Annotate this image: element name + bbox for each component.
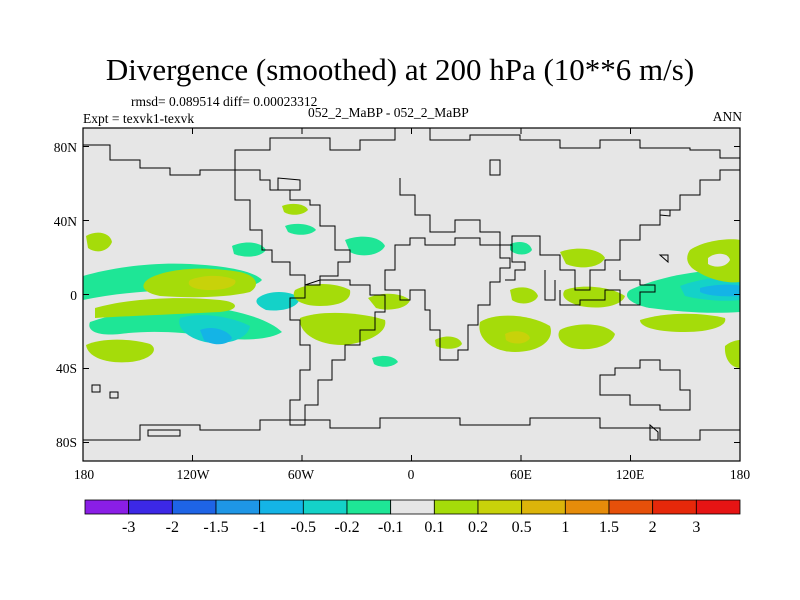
field-patch-maritime [563,286,625,308]
divergence-fields [83,203,740,368]
field-patch-atlantic-south [372,355,398,367]
season-label: ANN [712,109,742,124]
colorbar-label: 0.5 [511,519,532,536]
field-patch-atlantic [345,236,385,256]
plot-title: Divergence (smoothed) at 200 hPa (10**6 … [105,52,695,87]
y-tick-label-40n: 40N [53,214,77,229]
y-tick-label-80n: 80N [53,140,77,155]
rmsd-diff-line: rmsd= 0.089514 diff= 0.00023312 [131,94,318,109]
field-patch-north-america [232,242,266,257]
colorbar-label: -3 [121,519,136,536]
field-patch-indian-core [505,331,530,344]
field-patch-arabia [510,242,532,255]
colorbar-label: -0.2 [334,519,360,536]
y-tick-label-40s: 40S [55,361,77,376]
field-patch-nw-pacific-hole [708,253,730,267]
colorbar-label: 1 [561,519,570,536]
colorbar-label: -1 [252,519,267,536]
colorbar-label: 0.1 [424,519,445,536]
x-tick-label-0: 0 [407,467,415,482]
x-tick-label-60e: 60E [510,467,532,482]
colorbar-label: -1.5 [203,519,229,536]
field-patch-pacific-mid [95,298,235,318]
field-patch-india [510,287,538,304]
field-patch-south-america-north [293,284,351,306]
colorbar-label: -2 [165,519,179,536]
field-patch-north-atlantic [282,203,308,215]
field-band-west-pacific-core [700,284,740,297]
coastlines [83,128,740,441]
field-patch-north-pacific-left [86,232,112,252]
field-patch-sw-pacific [86,339,154,363]
field-patch-africa [435,336,462,349]
colorbar-label: -0.1 [377,519,404,536]
y-tick-label-80s: 80S [55,435,77,450]
field-patch-south-asia [560,248,605,268]
field-band-south-pacific-core [200,327,232,345]
experiment-label: Expt = texvk1-texvk [83,111,195,126]
colorbar-label: 3 [692,519,701,536]
axis-tick-marks [82,128,741,461]
x-tick-label-120w: 120W [176,467,210,482]
field-patch-se-pacific [640,313,726,332]
colorbar-label: 0.2 [468,519,488,536]
x-tick-label-60w: 60W [287,467,315,482]
field-patch-indian-east [558,324,615,350]
x-tick-label-180w: 180 [73,467,95,482]
colorbar-label: -0.5 [290,519,316,536]
x-tick-label-120e: 120E [615,467,645,482]
field-patch-south-east [724,340,740,368]
field-patch-north-america-2 [285,223,316,235]
y-tick-label-0: 0 [70,288,77,303]
colorbar-label: 1.5 [599,519,619,536]
case-names: 052_2_MaBP - 052_2_MaBP [308,105,469,120]
colorbar-label: 2 [648,519,657,536]
field-patch-east-pacific [256,292,300,311]
field-patch-south-america-south [299,312,386,346]
x-tick-label-180e: 180 [729,467,751,482]
field-band-nw-pacific-core [188,275,236,290]
